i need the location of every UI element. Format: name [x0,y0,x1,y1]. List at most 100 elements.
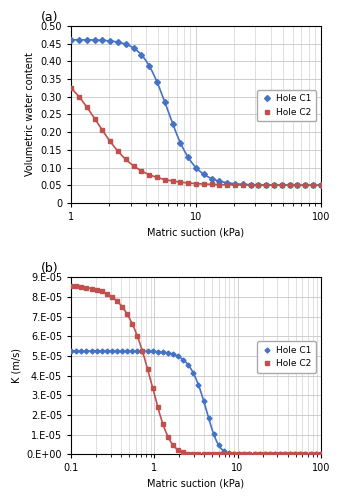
Hole C1 [100,38,104,44]
Y-axis label: Volumetric water content: Volumetric water content [25,52,35,176]
Hole C2 [69,86,73,91]
Hole C2 [263,452,267,458]
Hole C1 [161,349,165,355]
Hole C1 [222,448,226,454]
X-axis label: Matric suction (kPa): Matric suction (kPa) [147,479,244,489]
Hole C1 [132,45,136,51]
Hole C2 [318,182,323,188]
Line: Hole C1: Hole C1 [69,38,323,188]
Hole C2 [318,452,323,458]
Hole C1 [256,182,261,188]
Hole C2 [178,179,182,185]
Hole C2 [209,182,213,188]
Hole C2 [194,180,198,186]
Hole C1 [314,452,318,458]
Hole C1 [303,182,307,188]
Hole C2 [116,148,120,154]
Hole C2 [176,447,180,453]
Hole C1 [170,120,175,126]
Hole C1 [125,348,129,354]
Hole C2 [170,178,175,184]
Hole C1 [212,432,216,438]
Hole C1 [147,63,151,69]
Line: Hole C2: Hole C2 [69,86,323,188]
Hole C2 [156,404,160,410]
Hole C2 [181,450,185,456]
Hole C2 [298,452,302,458]
Hole C2 [90,286,94,292]
Hole C2 [151,385,155,391]
Hole C1 [156,349,160,355]
Hole C2 [268,452,272,458]
Hole C1 [85,37,89,43]
Hole C1 [217,442,221,448]
Legend: Hole C1, Hole C2: Hole C1, Hole C2 [257,341,316,372]
Line: Hole C2: Hole C2 [69,284,323,456]
Hole C1 [77,37,81,43]
Hole C2 [217,452,221,458]
Hole C2 [272,182,276,188]
Hole C1 [100,348,104,354]
Hole C2 [125,311,129,317]
Hole C1 [139,52,144,58]
Hole C1 [140,348,145,354]
Hole C1 [186,154,190,160]
Hole C1 [135,348,139,354]
Hole C2 [94,287,99,293]
Hole C2 [196,451,201,457]
Hole C2 [242,452,246,458]
Hole C1 [196,382,201,388]
Hole C1 [124,41,128,47]
Hole C1 [287,182,292,188]
Hole C2 [288,452,292,458]
Hole C1 [105,348,109,354]
Hole C2 [222,452,226,458]
Hole C1 [264,182,268,188]
Hole C2 [247,452,251,458]
Hole C2 [309,452,313,458]
Hole C2 [105,291,109,297]
Hole C2 [186,180,190,186]
Hole C2 [79,284,84,290]
Hole C1 [115,348,119,354]
Hole C1 [288,452,292,458]
Hole C1 [272,182,276,188]
Legend: Hole C1, Hole C2: Hole C1, Hole C2 [257,90,316,122]
Hole C1 [233,180,237,186]
Hole C2 [273,452,277,458]
Hole C1 [318,452,323,458]
Hole C2 [85,104,89,110]
Hole C2 [171,442,175,448]
Hole C1 [92,37,97,43]
Hole C2 [163,176,167,182]
Hole C1 [309,452,313,458]
Hole C2 [227,452,231,458]
Hole C2 [161,421,165,427]
Hole C1 [194,164,198,170]
Hole C2 [293,452,297,458]
Hole C2 [314,452,318,458]
Hole C2 [264,182,268,188]
Hole C1 [202,398,206,404]
Hole C1 [171,352,175,358]
Line: Hole C1: Hole C1 [70,350,323,456]
Hole C2 [130,321,134,327]
Hole C2 [311,182,315,188]
Hole C1 [263,452,267,458]
Y-axis label: K (m/s): K (m/s) [11,348,21,384]
Hole C1 [186,362,190,368]
Hole C1 [151,348,155,354]
Hole C2 [186,450,190,456]
Hole C2 [202,181,206,187]
Hole C2 [303,182,307,188]
Hole C1 [110,348,114,354]
Hole C2 [256,182,261,188]
Hole C2 [249,182,253,188]
Hole C1 [318,182,323,188]
Hole C2 [74,284,78,290]
Hole C2 [191,451,195,457]
Hole C1 [90,348,94,354]
Hole C2 [69,283,73,289]
Hole C2 [241,182,245,188]
Hole C2 [278,452,282,458]
